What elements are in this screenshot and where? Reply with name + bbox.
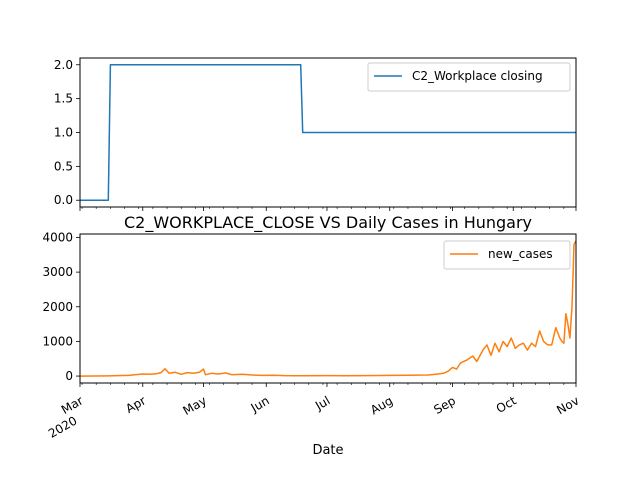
y-tick-label: 3000 [42, 265, 73, 279]
top-x-ticks [79, 207, 577, 211]
y-tick-label: 0.5 [54, 159, 73, 173]
series-line-new-cases [79, 240, 577, 377]
x-axis-label: Date [312, 443, 343, 458]
bottom-plot-frame [79, 233, 577, 384]
top-subplot: 0.0 0.5 1.0 1.5 2.0 C2_Workplace closing [54, 57, 577, 211]
top-legend: C2_Workplace closing [367, 62, 571, 92]
bottom-legend: new_cases [443, 240, 571, 270]
top-y-axis: 0.0 0.5 1.0 1.5 2.0 [54, 58, 80, 207]
y-tick-label: 1.0 [54, 126, 73, 140]
x-tick-label: Jul [312, 393, 332, 413]
bottom-y-axis: 0 1000 2000 3000 4000 [42, 230, 80, 383]
bottom-series-layer [79, 240, 577, 377]
y-tick-label: 2.0 [54, 58, 73, 72]
top-legend-label: C2_Workplace closing [412, 69, 543, 83]
top-legend-box [367, 62, 571, 92]
y-tick-label: 0.0 [54, 193, 73, 207]
y-tick-label: 1.5 [54, 92, 73, 106]
bottom-legend-label: new_cases [488, 247, 553, 261]
bottom-legend-box [443, 240, 571, 270]
bottom-chart-title: C2_WORKPLACE_CLOSE VS Daily Cases in Hun… [124, 213, 532, 233]
y-tick-label: 0 [65, 369, 73, 383]
y-tick-label: 2000 [42, 300, 73, 314]
series-line-c2-workplace-closing [80, 64, 576, 201]
y-tick-label: 1000 [42, 334, 73, 348]
top-series-layer [80, 64, 576, 201]
y-tick-label: 4000 [42, 230, 73, 244]
